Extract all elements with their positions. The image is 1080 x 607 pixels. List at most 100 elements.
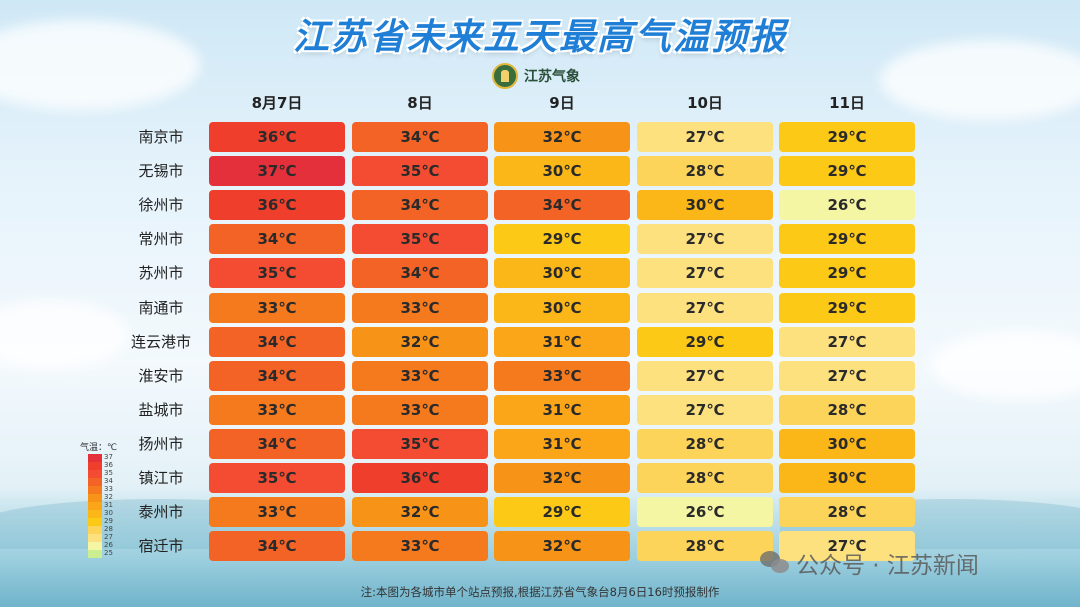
temperature-cell: 33℃ [352, 293, 488, 323]
legend-swatch [88, 494, 102, 502]
legend-label: 25 [104, 549, 113, 557]
temperature-cell: 30℃ [494, 156, 630, 186]
temperature-cell: 33℃ [209, 497, 345, 527]
temperature-cell: 29℃ [637, 327, 773, 357]
legend-swatch [88, 526, 102, 534]
city-name: 徐州市 [138, 196, 184, 214]
temperature-cell: 34℃ [209, 224, 345, 254]
page-title: 江苏省未来五天最高气温预报 [292, 17, 787, 58]
temperature-cell: 30℃ [779, 429, 915, 459]
logo: 江苏气象 [492, 62, 580, 90]
temperature-cell: 35℃ [352, 429, 488, 459]
temperature-cell: 29℃ [779, 156, 915, 186]
temperature-cell: 30℃ [637, 190, 773, 220]
background-cloud [0, 300, 130, 370]
date-header: 8月7日 [251, 94, 303, 112]
city-name: 南京市 [138, 128, 184, 146]
date-header: 9日 [549, 94, 575, 112]
city-name: 南通市 [138, 299, 184, 317]
legend-level: 29 [80, 517, 140, 526]
temperature-cell: 35℃ [209, 463, 345, 493]
temperature-cell: 30℃ [494, 258, 630, 288]
temperature-cell: 28℃ [637, 463, 773, 493]
temperature-cell: 36℃ [209, 190, 345, 220]
temperature-cell: 27℃ [779, 327, 915, 357]
watermark: 公众号 · 江苏新闻 [760, 546, 979, 580]
legend-label: 33 [104, 485, 113, 493]
temperature-cell: 27℃ [637, 258, 773, 288]
meteorology-logo-icon [492, 63, 518, 89]
legend-label: 27 [104, 533, 113, 541]
city-name: 镇江市 [138, 469, 184, 487]
legend-level: 33 [80, 485, 140, 494]
temperature-cell: 31℃ [494, 395, 630, 425]
temperature-cell: 31℃ [494, 327, 630, 357]
temperature-cell: 28℃ [637, 429, 773, 459]
temperature-cell: 34℃ [209, 327, 345, 357]
city-name: 苏州市 [138, 264, 184, 282]
legend-level: 32 [80, 493, 140, 502]
temperature-cell: 33℃ [352, 395, 488, 425]
temperature-cell: 27℃ [637, 395, 773, 425]
city-name: 连云港市 [130, 333, 191, 351]
temperature-cell: 29℃ [494, 497, 630, 527]
date-header: 11日 [829, 94, 865, 112]
legend-swatch [88, 534, 102, 542]
legend-scale: 37 36 35 34 33 32 31 30 29 28 27 26 25 [80, 453, 140, 558]
temperature-cell: 33℃ [494, 361, 630, 391]
legend-swatch [88, 454, 102, 462]
legend-swatch [88, 462, 102, 470]
city-name: 淮安市 [138, 367, 184, 385]
city-name: 宿迁市 [138, 537, 184, 555]
temperature-cell: 32℃ [352, 497, 488, 527]
temperature-cell: 37℃ [209, 156, 345, 186]
legend-label: 37 [104, 453, 113, 461]
temperature-cell: 32℃ [494, 531, 630, 561]
temperature-cell: 27℃ [637, 224, 773, 254]
legend-label: 26 [104, 541, 113, 549]
footer-note: 注:本图为各城市单个站点预报,根据江苏省气象台8月6日16时预报制作 [360, 585, 720, 599]
legend-label: 30 [104, 509, 113, 517]
legend-swatch [88, 510, 102, 518]
temperature-cell: 34℃ [494, 190, 630, 220]
temperature-cell: 28℃ [779, 395, 915, 425]
legend-level: 34 [80, 477, 140, 486]
legend-label: 31 [104, 501, 113, 509]
temperature-cell: 32℃ [494, 463, 630, 493]
legend-swatch [88, 478, 102, 486]
temperature-cell: 28℃ [637, 156, 773, 186]
legend-title: 气温：℃ [80, 443, 118, 453]
legend-label: 29 [104, 517, 113, 525]
temperature-cell: 33℃ [352, 361, 488, 391]
temperature-cell: 35℃ [352, 156, 488, 186]
temperature-cell: 33℃ [209, 293, 345, 323]
date-header: 8日 [407, 94, 433, 112]
temperature-cell: 34℃ [209, 429, 345, 459]
temperature-cell: 29℃ [779, 258, 915, 288]
temperature-cell: 34℃ [352, 190, 488, 220]
temperature-cell: 35℃ [352, 224, 488, 254]
legend-level: 31 [80, 501, 140, 510]
city-name: 泰州市 [138, 503, 184, 521]
color-legend: 气温：℃ 37 36 35 34 33 32 31 30 29 28 27 26 25 [80, 440, 140, 558]
temperature-cell: 29℃ [779, 122, 915, 152]
date-header: 10日 [687, 94, 723, 112]
temperature-cell: 26℃ [779, 190, 915, 220]
legend-swatch [88, 518, 102, 526]
temperature-cell: 30℃ [494, 293, 630, 323]
legend-label: 28 [104, 525, 113, 533]
city-name: 常州市 [138, 230, 184, 248]
legend-level: 30 [80, 509, 140, 518]
temperature-cell: 34℃ [352, 122, 488, 152]
temperature-cell: 34℃ [209, 361, 345, 391]
temperature-cell: 33℃ [209, 395, 345, 425]
legend-level: 27 [80, 533, 140, 542]
temperature-cell: 27℃ [637, 293, 773, 323]
temperature-cell: 27℃ [637, 122, 773, 152]
legend-level: 37 [80, 453, 140, 462]
background-cloud [880, 40, 1080, 120]
temperature-cell: 29℃ [779, 224, 915, 254]
city-name: 无锡市 [138, 162, 184, 180]
logo-text: 江苏气象 [524, 69, 580, 85]
legend-swatch [88, 470, 102, 478]
